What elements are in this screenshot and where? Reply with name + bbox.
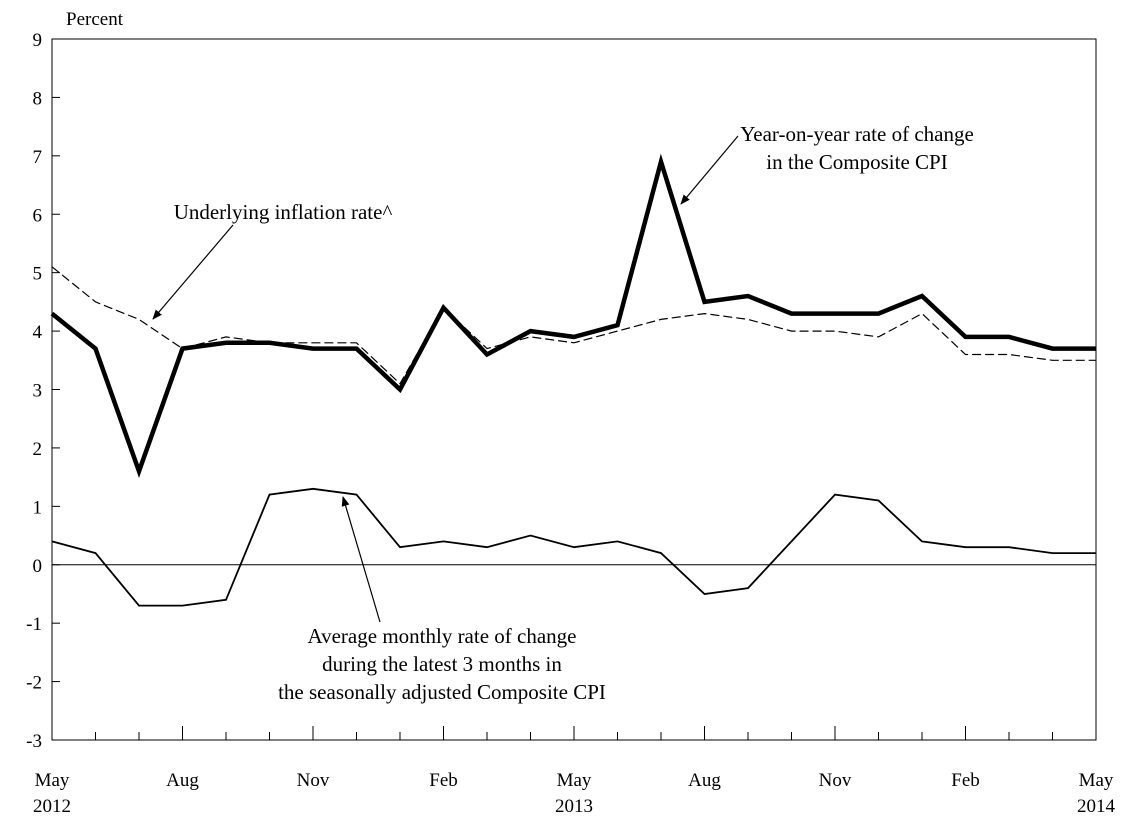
annotation-monthly3-line: Average monthly rate of change	[308, 624, 577, 648]
annotation-arrow-underlying	[152, 224, 234, 320]
y-tick-label: 1	[33, 497, 43, 518]
annotation-yoy-line: in the Composite CPI	[766, 150, 947, 174]
x-tick-label: May	[35, 770, 70, 791]
annotation-arrow-yoy	[680, 135, 739, 205]
y-axis-label: Percent	[66, 9, 124, 30]
series-line-monthly3	[51, 487, 1096, 607]
y-tick-label: -3	[26, 731, 42, 752]
x-tick-label: May	[1079, 770, 1114, 791]
y-tick-label: 9	[33, 30, 43, 51]
y-tick-label: 2	[33, 439, 43, 460]
x-tick-year: 2013	[555, 796, 593, 817]
x-tick-label: Aug	[166, 770, 199, 791]
x-tick-year: 2012	[33, 796, 71, 817]
y-tick-label: -1	[26, 614, 42, 635]
y-tick-label: 4	[33, 322, 43, 343]
annotation-underlying-line: Underlying inflation rate^	[174, 200, 393, 224]
x-tick-label: May	[557, 770, 592, 791]
x-tick-label: Feb	[951, 770, 980, 791]
y-tick-label: 5	[33, 264, 43, 285]
annotation-yoy-line: Year-on-year rate of change	[740, 122, 974, 146]
x-tick-label: Nov	[819, 770, 852, 791]
y-tick-label: 7	[33, 147, 43, 168]
y-tick-label: 3	[33, 381, 43, 402]
series-line-underlying	[51, 266, 1096, 385]
series-line-yoy	[50, 153, 1096, 479]
y-tick-label: 6	[33, 205, 43, 226]
annotation-monthly3-line: the seasonally adjusted Composite CPI	[278, 680, 606, 704]
y-tick-label: 0	[33, 556, 43, 577]
x-tick-label: Nov	[297, 770, 330, 791]
x-tick-year: 2014	[1077, 796, 1116, 817]
x-tick-label: Aug	[688, 770, 721, 791]
annotation-monthly3-line: during the latest 3 months in	[322, 652, 562, 676]
annotation-arrow-monthly3	[341, 496, 381, 623]
x-tick-label: Feb	[429, 770, 458, 791]
y-tick-label: -2	[26, 673, 42, 694]
y-tick-label: 8	[33, 88, 43, 109]
